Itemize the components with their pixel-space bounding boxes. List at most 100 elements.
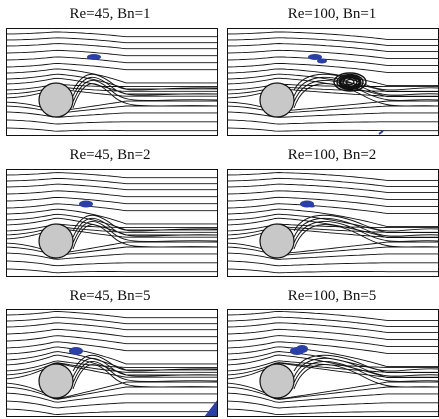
streamline: [227, 208, 439, 228]
recirculation-vortex: [345, 78, 355, 86]
wake-streamline: [293, 217, 439, 238]
cylinder: [259, 82, 295, 118]
wake-streamline: [293, 224, 439, 250]
streamline: [6, 172, 218, 179]
streamline: [6, 268, 218, 274]
streamline: [227, 252, 439, 260]
streamline: [6, 392, 218, 403]
unyielded-region: [378, 130, 384, 135]
streamline: [6, 203, 218, 212]
streamline: [6, 223, 218, 232]
streamline: [6, 190, 218, 198]
streamline: [6, 177, 218, 185]
streamline: [227, 203, 439, 214]
flow-panel-re100-bn1: [227, 28, 439, 136]
panel-frame: [6, 309, 218, 417]
streamline: [227, 31, 439, 40]
streamline: [6, 208, 218, 225]
streamline: [227, 226, 439, 236]
flow-panel-re100-bn2: [227, 169, 439, 277]
streamline: [6, 213, 218, 231]
panel-frame: [6, 169, 218, 277]
wake-streamline: [293, 73, 439, 91]
streamlines: [6, 172, 218, 274]
unyielded-region: [69, 347, 83, 355]
recirculation-vortex: [338, 74, 362, 90]
streamline: [6, 360, 218, 372]
streamline-plot: [227, 309, 439, 417]
streamline: [227, 86, 439, 95]
streamline: [6, 119, 218, 125]
cylinder: [38, 82, 74, 118]
streamline: [227, 177, 439, 187]
streamline: [6, 105, 218, 114]
wake-streamline: [293, 214, 439, 232]
cylinder: [259, 223, 295, 259]
streamline: [6, 111, 218, 118]
unyielded-region: [204, 399, 218, 417]
cylinder: [38, 223, 74, 259]
streamline: [227, 260, 439, 267]
wake-streamline: [72, 80, 218, 103]
streamline: [6, 252, 218, 260]
streamline: [6, 241, 218, 255]
streamlines: [6, 311, 218, 415]
streamline: [227, 83, 439, 91]
streamline: [227, 37, 439, 46]
cylinder: [38, 363, 74, 399]
unyielded-region: [308, 54, 322, 60]
streamline: [227, 335, 439, 347]
wake-streamline: [72, 214, 218, 232]
streamline: [6, 83, 218, 91]
unyielded-region: [317, 58, 327, 64]
cylinder: [259, 363, 295, 399]
streamline-plot: [6, 28, 218, 136]
streamline: [227, 43, 439, 52]
streamline: [227, 62, 439, 73]
streamline: [6, 341, 218, 352]
streamline: [227, 241, 439, 255]
panel-frame: [6, 28, 218, 136]
wake-streamline: [293, 361, 439, 384]
streamline: [6, 49, 218, 57]
streamline: [6, 322, 218, 331]
streamline: [6, 408, 218, 415]
streamline: [6, 196, 218, 205]
streamline: [227, 362, 439, 380]
streamline-plot: [227, 169, 439, 277]
streamline: [227, 105, 439, 114]
unyielded-region: [79, 200, 93, 208]
wake-streamline: [72, 83, 218, 109]
streamline: [227, 196, 439, 207]
streamline-plot: [6, 309, 218, 417]
streamline: [6, 31, 218, 38]
flow-panel-re45-bn2: [6, 169, 218, 277]
panel-label-re100-bn1: Re=100, Bn=1: [287, 6, 377, 22]
wake-streamline: [293, 364, 439, 390]
streamline: [6, 316, 218, 325]
streamline: [6, 362, 218, 380]
wake-streamline: [293, 357, 439, 378]
streamline: [6, 88, 218, 99]
wake-streamline: [72, 76, 218, 97]
streamline: [6, 56, 218, 64]
wake-streamline: [293, 76, 439, 97]
streamline: [227, 316, 439, 327]
wake-streamline: [72, 217, 218, 238]
streamline: [227, 400, 439, 409]
streamline: [6, 43, 218, 50]
panel-label-re100-bn2: Re=100, Bn=2: [287, 147, 377, 163]
wake-streamline: [293, 80, 439, 103]
streamlines: [6, 31, 218, 132]
streamlines: [227, 31, 439, 132]
streamline: [6, 335, 218, 345]
streamline: [227, 119, 439, 125]
streamline: [227, 322, 439, 333]
wake-streamline: [72, 221, 218, 244]
streamline: [6, 381, 218, 400]
streamline: [227, 127, 439, 132]
streamline: [6, 62, 218, 71]
streamline: [6, 311, 218, 319]
streamline: [227, 392, 439, 403]
streamline: [227, 111, 439, 118]
